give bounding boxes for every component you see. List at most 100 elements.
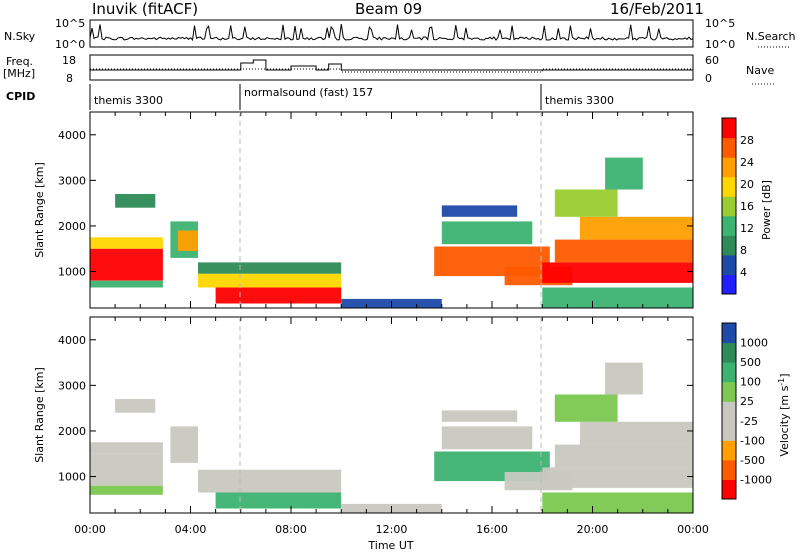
heatmap-cell [90,280,163,288]
colorbar-swatch [722,254,736,275]
power-heatmap-cells [90,157,694,308]
power-y-label: Slant Range [km] [33,162,46,258]
colorbar-frame [721,117,737,295]
cpid-label: CPID [6,90,35,103]
colorbar-swatch [722,342,736,363]
y-tick-label: 2000 [58,425,86,438]
heatmap-cell [170,426,198,463]
freq-label-line1: Freq. [6,55,33,68]
freq-label-line2: [MHz] [3,67,35,80]
heatmap-cell [198,273,342,288]
y-tick-label: 3000 [58,379,86,392]
colorbar-swatch [722,440,736,461]
colorbar-tick-label: -500 [740,454,765,467]
heatmap-cell [90,453,163,486]
x-tick-label: 12:00 [376,523,408,536]
colorbar-tick-label: 100 [740,376,761,389]
colorbar-swatch [722,235,736,256]
nsky-tick-top: 10^5 [55,17,85,30]
y-tick-label: 3000 [58,174,86,187]
y-tick-label: 4000 [58,129,86,142]
cpid-segment-2: normalsound (fast) 157 [244,86,373,99]
cpid-row: CPID themis 3300 normalsound (fast) 157 … [6,84,614,110]
velocity-y-label: Slant Range [km] [33,367,46,463]
colorbar-swatch [722,274,736,295]
colorbar-tick-label: 20 [740,178,754,191]
colorbar-swatch [722,401,736,422]
colorbar-tick-label: 28 [740,134,754,147]
heatmap-cell [198,469,342,493]
heatmap-cell [542,492,694,513]
heatmap-cell [90,248,163,281]
velocity-heatmap-cells [90,362,694,513]
heatmap-cell [554,239,693,263]
heatmap-cell [90,485,163,495]
freq-panel: Freq. [MHz] 18 8 60 0 Nave [3,54,776,85]
nsky-trace [89,24,694,42]
heatmap-cell [115,399,156,413]
heatmap-cell [605,157,643,190]
colorbar-swatch [722,118,736,139]
heatmap-cell [441,410,518,422]
colorbar-tick-label: 24 [740,156,754,169]
x-tick-label: 08:00 [275,523,307,536]
colorbar-tick-label: 25 [740,395,754,408]
colorbar-swatch [722,323,736,344]
colorbar-swatch [722,362,736,383]
heatmap-cell [554,189,618,217]
cpid-segment-3: themis 3300 [545,94,614,107]
y-tick-label: 1000 [58,266,86,279]
heatmap-cell [579,216,693,240]
colorbar-tick-label: 16 [740,200,754,213]
nsky-label: N.Sky [4,30,36,43]
colorbar-frame [721,322,737,500]
heatmap-cell [215,492,342,509]
freq-tick-top: 18 [62,54,76,67]
nsky-tick-bottom: 10^0 [55,38,85,51]
heatmap-cell [542,287,694,308]
nave-label: Nave [746,64,774,77]
colorbar-tick-label: -25 [740,415,758,428]
freq-tick-bottom: 8 [66,72,73,85]
colorbar-swatch [722,176,736,197]
heatmap-cell [441,221,533,245]
nsky-panel: N.Sky 10^5 10^0 10^5 10^0 N.Search [4,17,796,51]
colorbar-swatch [722,137,736,158]
freq-axes [89,54,694,81]
y-tick-label: 1000 [58,471,86,484]
station-title: Inuvik (fitACF) [92,0,198,18]
colorbar-swatch [722,215,736,236]
power-x-ticks [89,112,694,308]
y-tick-label: 4000 [58,334,86,347]
freq-right-tick-bottom: 0 [705,72,712,85]
colorbar-tick-label: 500 [740,356,761,369]
nsky-axes [89,19,694,48]
nsearch-label: N.Search [746,30,796,43]
power-colorbar: 4 8 12 16 20 24 28 [721,117,754,295]
x-tick-label: 00:00 [677,523,709,536]
x-tick-label: 00:00 [74,523,106,536]
x-tick-label: 20:00 [577,523,609,536]
nave-trace [90,68,693,73]
cpid-segment-1: themis 3300 [94,94,163,107]
colorbar-tick-label: 4 [740,266,747,279]
heatmap-cell [605,362,643,395]
heatmap-cell [198,262,342,274]
beam-title: Beam 09 [355,0,422,18]
time-axis-labels: 00:00 04:00 08:00 12:00 16:00 20:00 00:00 [74,523,709,536]
date-title: 16/Feb/2011 [610,0,704,18]
colorbar-tick-label: 8 [740,244,747,257]
heatmap-cell [90,237,163,249]
nsky-right-tick-bottom: 10^0 [705,38,735,51]
colorbar-swatch [722,420,736,441]
power-panel: 1000 2000 3000 4000 Slant Range [km] 4 8 12 16… [33,111,773,309]
heatmap-cell [579,421,693,445]
x-axis-title: Time UT [367,539,413,552]
heatmap-cell [441,205,518,217]
power-y-ticks: 1000 2000 3000 4000 [58,129,693,279]
nsky-right-tick-top: 10^5 [705,17,735,30]
velocity-x-ticks [89,317,694,513]
heatmap-cell [177,230,198,251]
freq-right-tick-top: 60 [705,54,719,67]
